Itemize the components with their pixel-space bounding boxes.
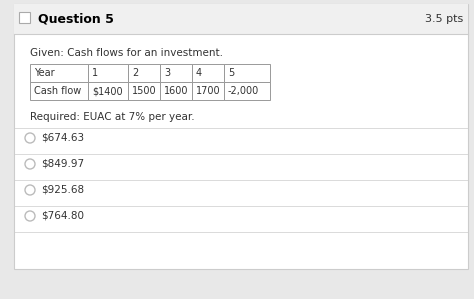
Text: Required: EUAC at 7% per year.: Required: EUAC at 7% per year. (30, 112, 195, 122)
Text: 3.5 pts: 3.5 pts (425, 14, 463, 24)
Text: Cash flow: Cash flow (34, 86, 81, 96)
Bar (19, 12, 30, 23)
Text: Question 5: Question 5 (38, 13, 114, 25)
Bar (30, 64, 88, 82)
Bar (160, 82, 192, 100)
Text: $925.68: $925.68 (41, 185, 84, 195)
Bar (14, 4, 468, 269)
Bar (88, 82, 128, 100)
Text: 5: 5 (228, 68, 234, 78)
Bar (88, 64, 128, 82)
Bar (192, 82, 224, 100)
Text: 4: 4 (196, 68, 202, 78)
Text: -2,000: -2,000 (228, 86, 259, 96)
Text: $1400: $1400 (92, 86, 123, 96)
Text: Year: Year (34, 68, 55, 78)
Bar (160, 64, 192, 82)
Bar (14, 4, 468, 34)
Text: 2: 2 (132, 68, 138, 78)
Text: 1: 1 (92, 68, 98, 78)
Text: 3: 3 (164, 68, 170, 78)
Text: Given: Cash flows for an investment.: Given: Cash flows for an investment. (30, 48, 223, 58)
Bar (30, 82, 88, 100)
Bar (192, 64, 224, 82)
Bar (128, 82, 160, 100)
Bar (128, 64, 160, 82)
Text: 1500: 1500 (132, 86, 156, 96)
Text: $674.63: $674.63 (41, 133, 84, 143)
Bar (224, 82, 270, 100)
Text: 1700: 1700 (196, 86, 220, 96)
Bar (224, 64, 270, 82)
Text: $849.97: $849.97 (41, 159, 84, 169)
Text: $764.80: $764.80 (41, 211, 84, 221)
Text: 1600: 1600 (164, 86, 189, 96)
